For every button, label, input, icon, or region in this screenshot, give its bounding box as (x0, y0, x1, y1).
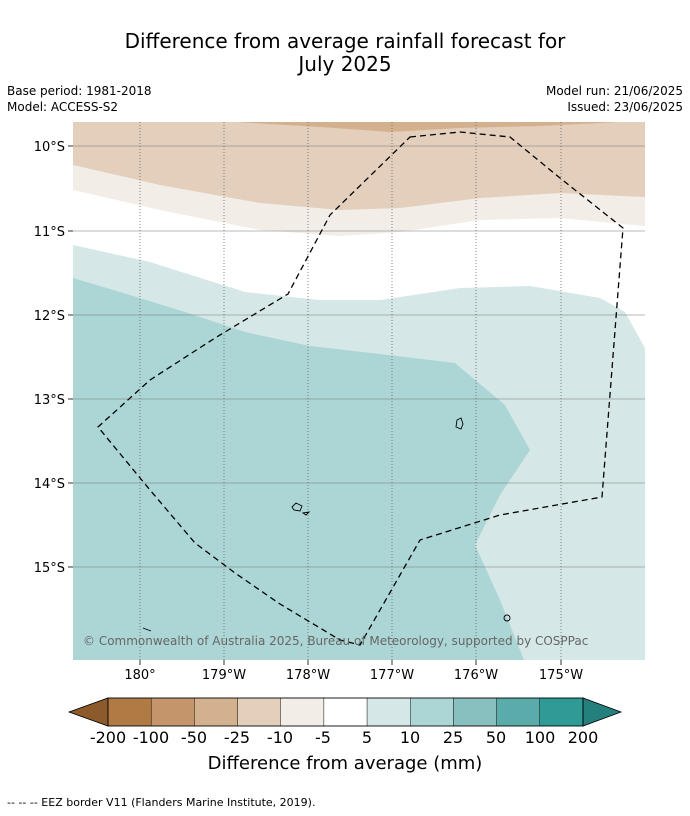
cbar-tick: 200 (568, 728, 599, 747)
band-minus-25-to-minus-50 (235, 122, 620, 132)
title-line-2: July 2025 (298, 52, 392, 76)
cbar-tick: 10 (400, 728, 420, 747)
map-copyright: © Commonwealth of Australia 2025, Bureau… (83, 634, 588, 648)
colorbar-segment (194, 697, 238, 727)
latitude-labels: 10°S 11°S 12°S 13°S 14°S 15°S (34, 140, 65, 576)
island-south (503, 614, 511, 622)
colorbar-tick-labels: -200 -100 -50 -25 -10 -5 5 10 25 50 100 … (90, 728, 598, 747)
cbar-tick: -25 (224, 728, 250, 747)
colorbar-segment (539, 697, 584, 727)
lat-label: 11°S (34, 225, 65, 240)
colorbar-segment (323, 697, 368, 727)
model-run: Model run: 21/06/2025 (545, 84, 683, 98)
meta-right: Model run: 21/06/2025 Issued: 23/06/2025 (546, 83, 683, 115)
ticks (68, 145, 562, 665)
colorbar-segment (280, 697, 325, 727)
lon-label: 176°W (454, 668, 498, 683)
lat-label: 13°S (34, 393, 65, 408)
meta-left: Base period: 1981-2018 Model: ACCESS-S2 (7, 83, 152, 115)
colorbar (67, 697, 623, 727)
cbar-tick: 50 (486, 728, 506, 747)
lat-label: 14°S (34, 477, 65, 492)
eez-legend-note: -- -- -- EEZ border V11 (Flanders Marine… (7, 796, 316, 809)
cbar-tick: 5 (362, 728, 372, 747)
cbar-tick: -10 (267, 728, 293, 747)
lon-label: 177°W (370, 668, 414, 683)
eez-border (97, 131, 624, 646)
cbar-tick: 100 (525, 728, 556, 747)
lat-label: 15°S (34, 561, 65, 576)
colorbar-segment (453, 697, 497, 727)
colorbar-frame (107, 697, 584, 727)
cbar-tick: 25 (443, 728, 463, 747)
island-north (455, 417, 464, 430)
colorbar-segment (237, 697, 281, 727)
lon-label: 178°W (286, 668, 330, 683)
lat-label: 12°S (34, 309, 65, 324)
lat-label: 10°S (34, 140, 65, 155)
rainfall-field: © Commonwealth of Australia 2025, Bureau… (73, 122, 645, 660)
cbar-tick: -5 (315, 728, 331, 747)
colorbar-segment (496, 697, 541, 727)
chart-title: Difference from average rainfall forecas… (0, 30, 690, 76)
cbar-tick: -200 (90, 728, 126, 747)
colorbar-segment (366, 697, 411, 727)
islet-west (142, 627, 152, 632)
lon-label: 180° (124, 668, 155, 683)
colorbar-label: Difference from average (mm) (207, 753, 483, 774)
band-minus-10-to-minus-25 (73, 122, 645, 210)
colorbar-segment (150, 697, 195, 727)
colorbar-arrow-high (582, 697, 623, 727)
graticule (73, 145, 645, 568)
lon-label: 175°W (539, 668, 583, 683)
band-10-to-25 (73, 278, 530, 660)
colorbar-segment (107, 697, 152, 727)
island-central (291, 502, 311, 516)
title-line-1: Difference from average rainfall forecas… (124, 29, 566, 53)
longitude-labels: 180° 179°W 178°W 177°W 176°W 175°W (124, 668, 583, 683)
colorbar-segment (410, 697, 454, 727)
model-name: Model: ACCESS-S2 (7, 100, 119, 114)
cbar-tick: -100 (133, 728, 169, 747)
lon-label: 179°W (202, 668, 246, 683)
cbar-tick: -50 (181, 728, 207, 747)
colorbar-arrow-low (67, 697, 109, 727)
issued-date: Issued: 23/06/2025 (567, 100, 683, 114)
base-period: Base period: 1981-2018 (7, 84, 152, 98)
